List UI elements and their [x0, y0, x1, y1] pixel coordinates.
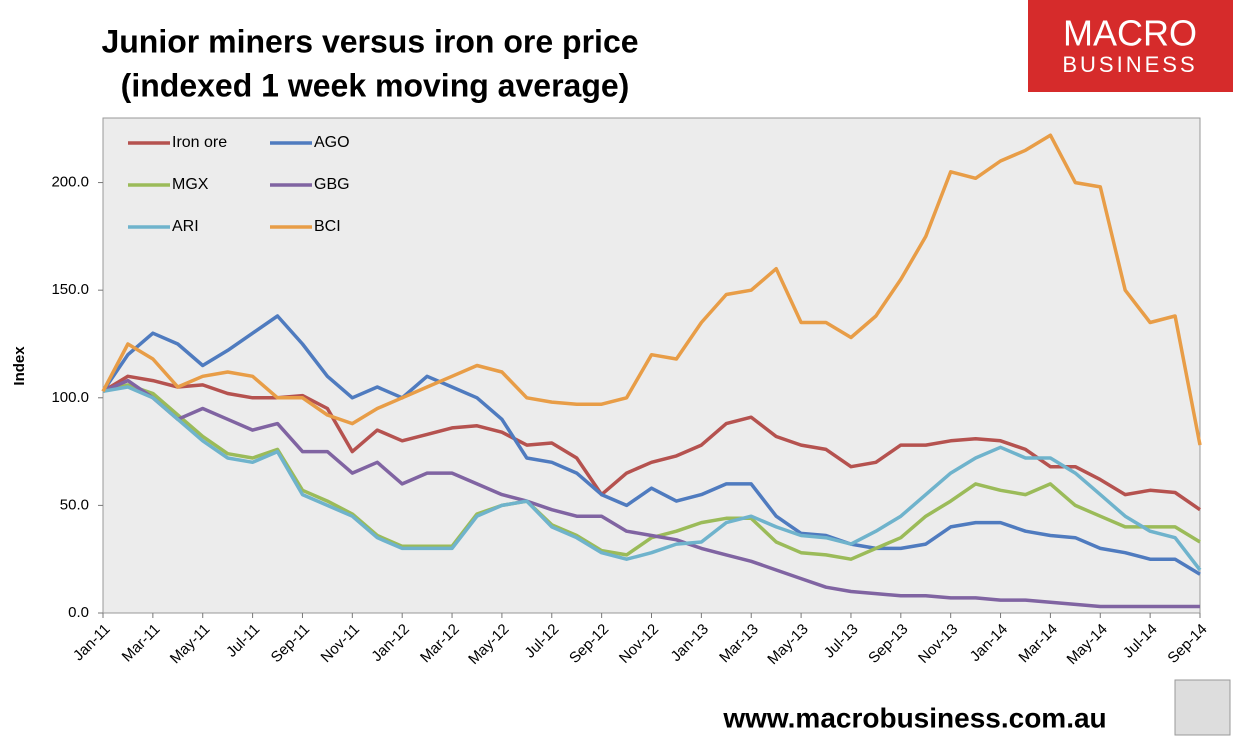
series-line: [102, 385, 1202, 572]
x-tick-label: Nov-12: [616, 621, 662, 667]
chart-subtitle: (indexed 1 week moving average): [121, 67, 630, 103]
footer-url: www.macrobusiness.com.au: [722, 702, 1106, 733]
y-tick-label: 150.0: [51, 281, 89, 298]
x-tick-label: May-12: [465, 621, 512, 668]
legend-label: Iron ore: [172, 134, 227, 151]
legend-label: ARI: [172, 218, 199, 235]
x-tick-label: Sep-11: [268, 621, 313, 666]
logo-text: BUSINESS: [1062, 52, 1197, 77]
fox-icon: [1174, 679, 1231, 736]
x-tick-label: Jan-14: [967, 621, 1011, 665]
x-tick-label: Jan-13: [668, 621, 712, 665]
x-tick-label: Jul-11: [223, 621, 263, 661]
y-tick-label: 0.0: [68, 604, 89, 621]
x-tick-label: May-11: [167, 621, 214, 668]
logo-text: MACRO: [1063, 13, 1197, 54]
x-tick-label: May-14: [1064, 621, 1111, 668]
y-axis-label: Index: [11, 346, 28, 386]
y-tick-label: 100.0: [51, 389, 89, 406]
x-tick-label: Nov-11: [318, 621, 363, 666]
y-tick-label: 200.0: [51, 174, 89, 191]
series-line: [101, 133, 1202, 446]
x-tick-label: May-13: [764, 621, 811, 668]
plot-area: [102, 117, 1201, 614]
x-tick-label: Jul-12: [521, 621, 562, 662]
legend-label: MGX: [172, 176, 209, 193]
legend-label: AGO: [314, 134, 350, 151]
logo: [1028, 0, 1233, 92]
x-tick-label: Jul-13: [821, 621, 862, 662]
y-tick-label: 50.0: [60, 496, 89, 513]
legend-label: BCI: [314, 218, 341, 235]
x-tick-label: Sep-14: [1164, 621, 1210, 667]
x-tick-label: Jul-14: [1120, 621, 1161, 662]
x-tick-label: Jan-12: [368, 621, 412, 665]
x-tick-label: Mar-14: [1015, 621, 1061, 667]
x-tick-label: Jan-11: [70, 621, 114, 665]
chart-title: Junior miners versus iron ore price: [101, 23, 638, 59]
x-tick-label: Sep-12: [566, 621, 612, 667]
legend-label: GBG: [314, 176, 350, 193]
series-line: [101, 314, 1201, 576]
x-tick-label: Mar-12: [417, 621, 463, 667]
x-tick-label: Mar-13: [716, 621, 762, 667]
series-line: [102, 378, 1200, 609]
x-tick-label: Mar-11: [119, 621, 164, 666]
x-tick-label: Nov-13: [915, 621, 961, 667]
x-tick-label: Sep-13: [865, 621, 911, 667]
